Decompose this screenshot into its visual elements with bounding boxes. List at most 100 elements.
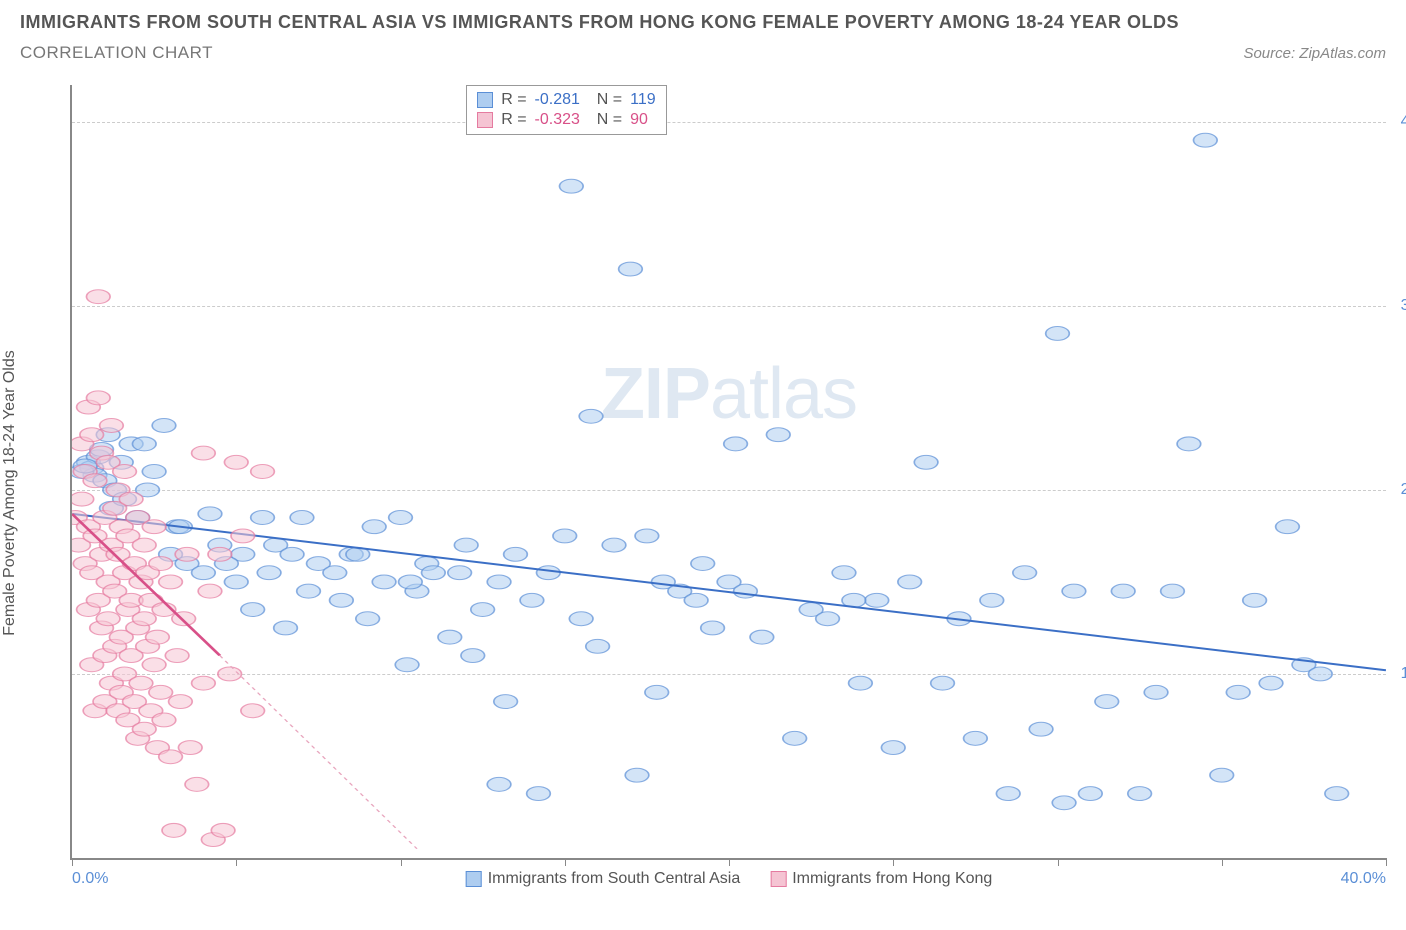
data-point (356, 612, 380, 626)
data-point (152, 713, 176, 727)
data-point (1161, 584, 1185, 598)
data-point (579, 409, 603, 423)
x-tick (1222, 858, 1223, 866)
data-point (559, 179, 583, 193)
data-point (224, 575, 248, 589)
data-point (257, 566, 281, 580)
data-point (684, 593, 708, 607)
data-point (914, 455, 938, 469)
x-tick (401, 858, 402, 866)
data-point (185, 777, 209, 791)
data-point (898, 575, 922, 589)
data-point (1144, 685, 1168, 699)
x-tick (565, 858, 566, 866)
x-tick (236, 858, 237, 866)
data-point (1226, 685, 1250, 699)
data-point (178, 741, 202, 755)
data-point (1325, 787, 1349, 801)
data-point (569, 612, 593, 626)
data-point (208, 547, 232, 561)
data-point (86, 290, 110, 304)
x-axis-min-label: 0.0% (72, 870, 108, 888)
data-point (619, 262, 643, 276)
data-point (280, 547, 304, 561)
data-point (72, 492, 94, 506)
data-point (1029, 722, 1053, 736)
data-point (1243, 593, 1267, 607)
data-point (152, 419, 176, 433)
data-point (701, 621, 725, 635)
data-point (241, 704, 265, 718)
legend-swatch-pink-icon (770, 871, 786, 887)
data-point (461, 649, 485, 663)
data-point (129, 676, 153, 690)
data-point (211, 823, 235, 837)
data-point (362, 520, 386, 534)
data-point (192, 446, 216, 460)
data-point (192, 566, 216, 580)
data-point (1111, 584, 1135, 598)
data-point (645, 685, 669, 699)
data-point (1095, 695, 1119, 709)
data-point (192, 676, 216, 690)
plot-svg (72, 85, 1386, 858)
data-point (149, 685, 173, 699)
subtitle-row: CORRELATION CHART Source: ZipAtlas.com (20, 43, 1386, 63)
data-point (881, 741, 905, 755)
data-point (1046, 327, 1070, 341)
x-tick (893, 858, 894, 866)
data-point (849, 676, 873, 690)
r-blue-value: -0.281 (535, 91, 580, 109)
r-pink-value: -0.323 (535, 111, 580, 129)
y-axis-label: Female Poverty Among 18-24 Year Olds (1, 350, 19, 636)
data-point (169, 695, 193, 709)
data-point (389, 511, 413, 525)
data-point (224, 455, 248, 469)
data-point (750, 630, 774, 644)
data-point (527, 787, 551, 801)
data-point (783, 731, 807, 745)
correlation-legend: R = -0.281 N = 119 R = -0.323 N = 90 (466, 85, 666, 135)
data-point (865, 593, 889, 607)
data-point (1128, 787, 1152, 801)
series-legend: Immigrants from South Central Asia Immig… (466, 870, 993, 888)
data-point (1013, 566, 1037, 580)
n-pink-value: 90 (630, 111, 648, 129)
data-point (964, 731, 988, 745)
data-point (274, 621, 298, 635)
data-point (931, 676, 955, 690)
data-point (399, 575, 423, 589)
data-point (96, 612, 120, 626)
data-point (553, 529, 577, 543)
x-tick (1058, 858, 1059, 866)
legend-item-blue: Immigrants from South Central Asia (466, 870, 741, 888)
data-point (438, 630, 462, 644)
data-point (1276, 520, 1300, 534)
data-point (1193, 133, 1217, 147)
data-point (113, 465, 137, 479)
data-point (330, 593, 354, 607)
data-point (625, 768, 649, 782)
chart-header: IMMIGRANTS FROM SOUTH CENTRAL ASIA VS IM… (0, 0, 1406, 63)
n-blue-value: 119 (630, 91, 656, 109)
data-point (471, 603, 495, 617)
data-point (504, 547, 528, 561)
data-point (635, 529, 659, 543)
data-point (198, 507, 222, 521)
data-point (251, 465, 275, 479)
corr-row-pink: R = -0.323 N = 90 (477, 110, 655, 130)
data-point (198, 584, 222, 598)
legend-blue-label: Immigrants from South Central Asia (488, 870, 741, 888)
y-tick-label: 30.0% (1401, 297, 1406, 315)
data-point (980, 593, 1004, 607)
data-point (241, 603, 265, 617)
data-point (132, 722, 156, 736)
data-point (159, 750, 183, 764)
data-point (149, 557, 173, 571)
r-label-2: R = (501, 111, 526, 129)
data-point (132, 538, 156, 552)
data-point (395, 658, 419, 672)
data-point (142, 658, 166, 672)
data-point (372, 575, 396, 589)
chart-subtitle: CORRELATION CHART (20, 43, 213, 63)
